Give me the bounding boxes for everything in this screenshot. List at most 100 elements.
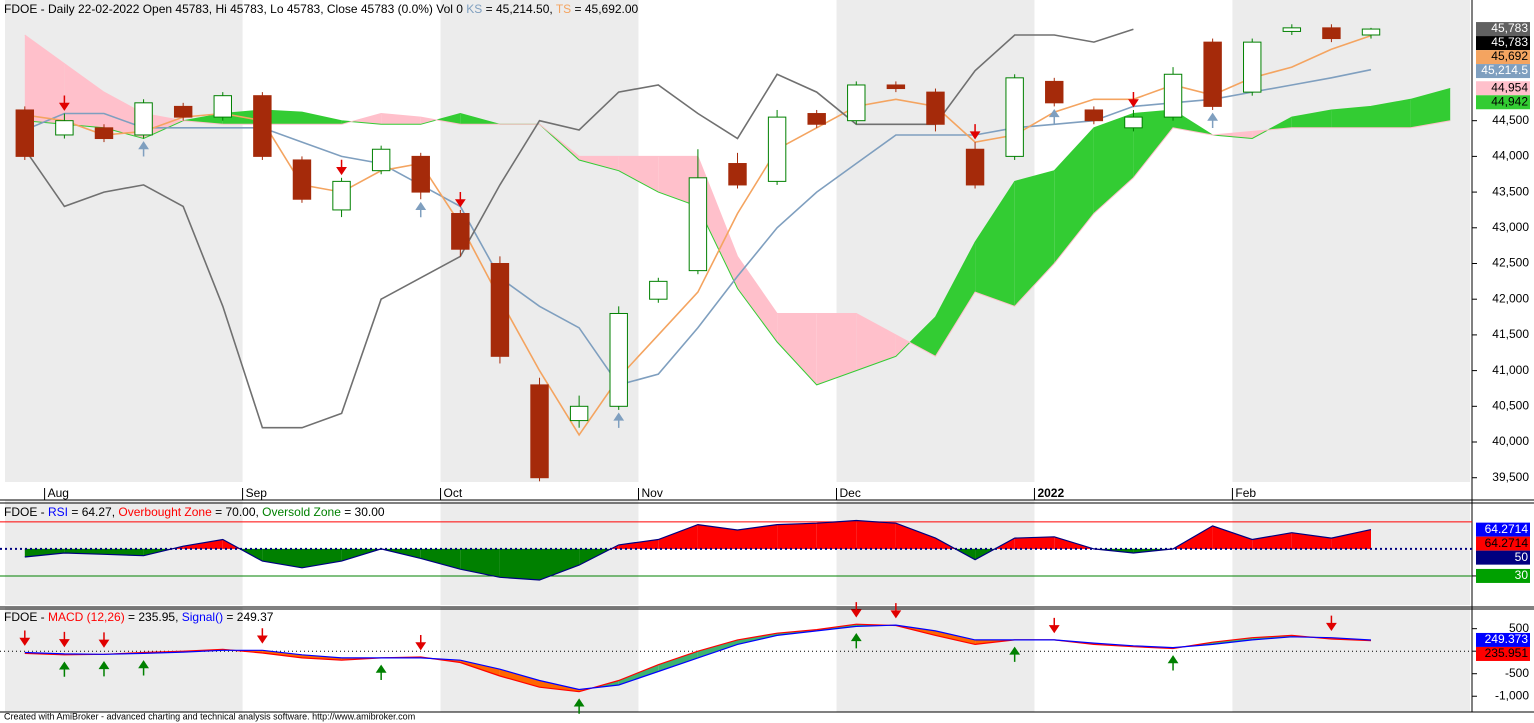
cloud (1093, 113, 1134, 214)
pane-title: FDOE - Daily 22-02-2022 Open 45783, Hi 4… (4, 2, 639, 16)
cloud (420, 117, 437, 125)
sell-arrow (58, 95, 70, 111)
rsi-area (1331, 529, 1371, 549)
value-marker-label: 45,214.5 (1481, 63, 1528, 77)
title-part: = 70.00, (212, 505, 262, 519)
macd-fill (658, 651, 698, 672)
month-shade (836, 500, 1035, 605)
rsi-area (618, 539, 659, 549)
candle-body (292, 159, 312, 200)
buy-arrow (415, 201, 427, 218)
rsi-area (499, 548, 540, 580)
month-shade (836, 607, 1035, 712)
cloud (1331, 106, 1371, 128)
value-marker (1476, 646, 1530, 661)
cloud (909, 317, 936, 357)
candle-body (332, 180, 351, 211)
value-marker-label: 64.2714 (1485, 522, 1529, 536)
rsi-area (658, 524, 698, 549)
buy-arrow (138, 660, 149, 676)
y-tick-label: 40,500 (1492, 398, 1529, 412)
cloud (1291, 110, 1332, 128)
y-tick-label: 43,000 (1492, 220, 1529, 234)
cloud (64, 63, 104, 128)
indicator-line (24, 68, 1372, 386)
y-tick-label: 40,000 (1492, 434, 1529, 448)
x-tick-label: Aug (48, 486, 69, 500)
candle-body (411, 155, 430, 193)
sell-arrow (1128, 91, 1139, 108)
title-part: = 64.27, (68, 505, 118, 519)
rsi-area (737, 524, 778, 549)
cloud (1371, 99, 1411, 128)
cloud (816, 313, 857, 385)
sell-arrow (969, 124, 981, 140)
value-marker (1476, 36, 1530, 51)
rsi-area (460, 548, 500, 578)
title-part: = 45,214.50, (482, 2, 556, 16)
macd-fill (499, 669, 540, 688)
cloud (24, 35, 65, 125)
candle-body (1282, 27, 1302, 32)
value-marker-label: 235.951 (1485, 646, 1529, 660)
value-marker-label: 50 (1515, 550, 1529, 564)
cloud (935, 242, 976, 357)
sell-arrow (19, 630, 31, 646)
candle-body (847, 84, 866, 122)
sell-arrow (890, 603, 902, 619)
candle-body (490, 262, 510, 357)
buy-arrow (1009, 646, 1021, 662)
candle-body (371, 148, 391, 172)
candle-body (253, 95, 272, 157)
title-part: FDOE - (4, 505, 48, 519)
candle-body (807, 113, 826, 125)
rsi-area (302, 548, 342, 568)
rsi-area (420, 548, 461, 570)
value-marker (1476, 568, 1530, 583)
cloud (895, 334, 910, 357)
cloud (183, 113, 223, 125)
rsi-area (777, 523, 817, 549)
candle-body (213, 95, 232, 118)
sell-arrow (256, 628, 268, 644)
candle-body (1045, 80, 1064, 104)
rsi-area (816, 520, 857, 549)
y-tick-label: 43,500 (1492, 184, 1529, 198)
candle-body (1243, 41, 1262, 93)
month-shade (5, 607, 243, 712)
cloud (302, 112, 342, 125)
cloud (143, 113, 184, 139)
value-marker (1476, 95, 1530, 110)
title-part: Oversold Zone (262, 505, 341, 519)
cloud (737, 256, 778, 342)
value-marker-label: 44,942 (1491, 94, 1528, 108)
title-part: FDOE - Daily 22-02-2022 Open 45783, Hi 4… (4, 2, 466, 16)
y-tick-label: 39,500 (1492, 470, 1529, 484)
y-tick-label: 41,500 (1492, 327, 1529, 341)
candle-body (1124, 116, 1143, 129)
value-marker (1476, 64, 1530, 79)
y-tick-label: 44,500 (1492, 113, 1529, 127)
buy-arrow (138, 141, 149, 157)
pane-title: FDOE - RSI = 64.27, Overbought Zone = 70… (4, 505, 385, 519)
y-tick-label: 500 (1509, 621, 1529, 635)
value-marker (1476, 632, 1530, 647)
sell-arrow (336, 159, 347, 176)
candle-body (173, 105, 193, 118)
candle-body (569, 405, 589, 422)
title-part: KS (466, 2, 482, 16)
cloud (1054, 127, 1094, 264)
value-marker-label: 44,954 (1491, 80, 1528, 94)
candle-body (55, 120, 74, 136)
title-part: FDOE - (4, 610, 48, 624)
value-marker-label: 30 (1515, 568, 1529, 582)
value-marker-label: 45,783 (1491, 21, 1528, 35)
macd-fill (262, 650, 302, 658)
x-tick-label: 2022 (1037, 486, 1064, 500)
rsi-area (895, 523, 936, 549)
rsi-area (1252, 532, 1292, 549)
cloud (1212, 131, 1253, 139)
rsi-area (856, 520, 896, 549)
